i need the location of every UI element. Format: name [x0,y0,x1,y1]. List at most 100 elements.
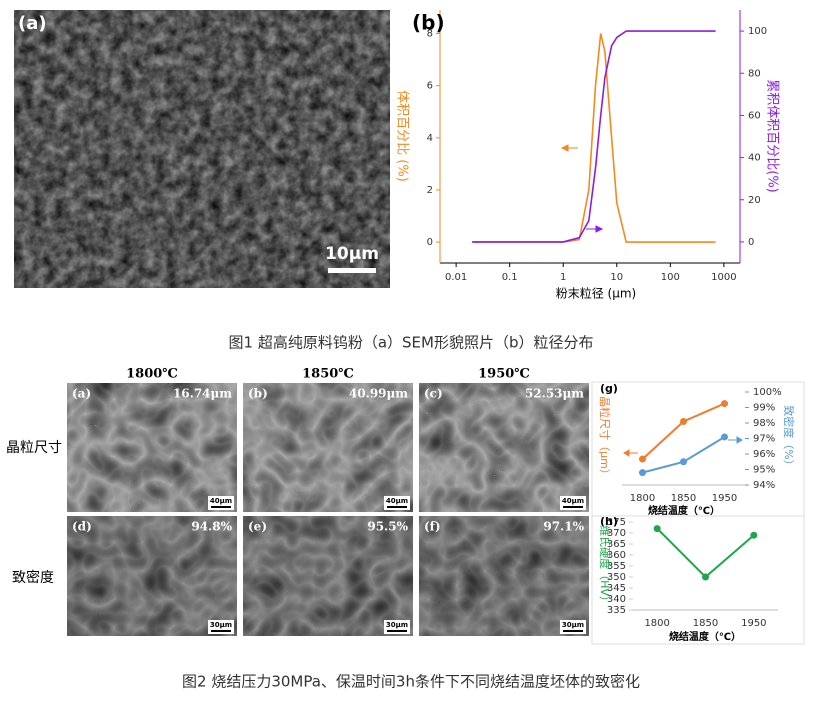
y2-tick-label: 98% [753,418,775,429]
scale-bar-label: 30μm [562,621,584,629]
annotation: 52.53μm [525,387,584,401]
x-tick-label: 1800 [644,618,669,629]
y-tick-label: 375 [607,517,626,528]
scale-bar-label: 40μm [210,497,232,505]
y-tick-label: 0 [427,237,433,248]
y-tick-label: 370 [607,528,626,539]
micrographs: (a) 16.74μm 40μm (b) 40.99μm 40μm (c) 52.53μm 40… [67,383,589,636]
scale-bar-label: 10μm [325,244,379,264]
arrow [560,144,578,152]
data-point [721,433,728,441]
y-tick-label: 365 [607,539,626,550]
panel-label: (a) [18,13,47,34]
y2-tick-label: 20 [748,195,761,206]
arrow [623,449,638,457]
y2-tick-label: 99% [753,403,775,414]
scale-bar-label: 40μm [562,497,584,505]
data-point [639,455,646,463]
panel-label: (h) [600,515,618,528]
column-header: 1950℃ [478,367,530,382]
y2-axis-label: 累积体积百分比(%) [765,79,780,193]
annotation: 95.5% [367,520,408,534]
chart-panel [395,8,755,306]
data-point [680,417,687,425]
caption: 图1 超高纯原料钨粉（a）SEM形貌照片（b）粒径分布 [229,334,594,352]
data-point [680,458,687,466]
sem-texture [14,10,390,288]
y-axis-label: 晶粒尺寸（μm） [598,396,612,480]
column-header: 1800℃ [126,367,178,382]
y2-tick-label: 60 [748,110,761,121]
data-line [472,33,716,243]
scale-bar [328,268,376,273]
annotation: 97.1% [543,520,584,534]
chart-h: 1800 1850 1950 335340345350355360365370375(… [591,515,805,645]
data-point [639,469,646,477]
panel-label: (e) [248,520,267,534]
panel-label: (b) [248,387,268,401]
x-tick-label: 1 [560,272,566,283]
x-tick-label: 0.01 [445,272,467,283]
annotation: 94.8% [191,520,232,534]
annotation: 40.99μm [349,387,408,401]
y2-tick-label: 100% [753,387,782,398]
y-axis-label: 体积百分比 (%) [395,90,410,182]
x-tick-label: 1950 [712,493,737,504]
row-label: 晶粒尺寸 [6,440,62,456]
panel-label: (a) [72,387,91,401]
y2-tick-label: 0 [748,237,754,248]
y2-tick-label: 95% [753,465,775,476]
data-point [702,573,709,581]
arrow [586,225,604,233]
arrow [728,436,743,444]
micrograph-texture [243,516,413,636]
y-tick-label: 350 [607,572,626,583]
panel-label: (g) [600,382,618,395]
y2-tick-label: 80 [748,68,761,79]
y-tick-label: 4 [427,133,433,144]
data-point [653,525,661,533]
micrograph-texture [419,383,589,512]
y-tick-label: 360 [607,550,626,561]
micrograph-texture [243,383,413,512]
scale-bar-label: 30μm [386,621,408,629]
caption: 图2 烧结压力30MPa、保温时间3h条件下不同烧结温度坯体的致密化 [182,673,640,691]
scale-bar-label: 40μm [386,497,408,505]
y2-tick-label: 94% [753,480,775,491]
column-header: 1850℃ [302,367,354,382]
x-tick-label: 1850 [671,493,696,504]
chart-panel [591,515,805,645]
data-point [750,531,758,539]
scale-bar-label: 30μm [210,621,232,629]
y2-tick-label: 96% [753,449,775,460]
x-axis-label: 烧结温度（℃） [648,504,720,517]
panel-label: (d) [72,520,92,534]
y-tick-label: 2 [427,185,433,196]
annotation: 16.74μm [173,387,232,401]
x-tick-label: 10 [610,272,623,283]
y2-tick-label: 100 [748,26,767,37]
x-tick-label: 1950 [741,618,766,629]
y-tick-label: 355 [607,561,626,572]
y-tick-label: 345 [607,583,626,594]
x-axis-label: 粉末粒径 (μm) [556,286,637,301]
x-tick-label: 1000 [711,272,736,283]
y-tick-label: 335 [607,605,626,616]
micrograph-texture [67,383,237,512]
row-label: 致密度 [12,569,54,586]
y2-tick-label: 40 [748,153,761,164]
micrograph-texture [67,516,237,636]
y-tick-label: 340 [607,594,626,605]
panel-label: (c) [424,387,443,401]
data-line [472,30,716,243]
x-axis-label: 烧结温度（℃） [669,630,741,643]
y-tick-label: 8 [427,28,433,39]
y-axis-label: 维氏硬度（HV） [598,525,612,607]
chart-panel [591,381,805,519]
x-tick-label: 1850 [693,618,718,629]
x-tick-label: 0.1 [502,272,518,283]
y2-axis-label: 致密度（%） [782,405,796,470]
data-point [721,400,728,408]
chart-g: 1800 1850 1950 94% 95% 96% 97% 98% 99% 100% (g) 烧结温… [591,381,805,519]
